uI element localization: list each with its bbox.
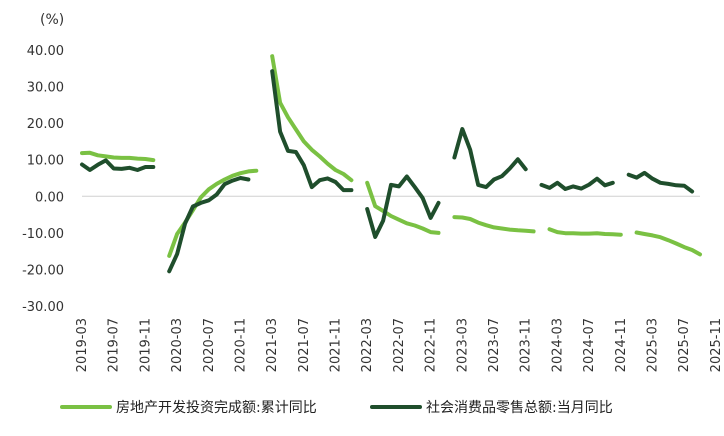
y-axis: 40.00 30.00 20.00 10.00 0.00 -10.00 -20.00 -30.… [22, 44, 64, 315]
x-tick-label: 2024-11 [614, 318, 629, 372]
x-tick-label: 2019-11 [138, 318, 153, 372]
series-layer [80, 54, 702, 274]
y-tick-label: -30.00 [22, 300, 64, 315]
y-tick-label: 30.00 [27, 81, 64, 96]
x-tick-label: 2019-03 [75, 318, 90, 372]
x-tick-label: 2025-03 [645, 318, 660, 372]
x-tick-label: 2023-03 [455, 318, 470, 372]
legend-label-investment: 房地产开发投资完成额:累计同比 [116, 400, 317, 416]
x-tick-label: 2024-07 [582, 318, 597, 372]
x-tick-label: 2022-03 [360, 318, 375, 372]
y-tick-label: 20.00 [27, 117, 64, 132]
x-tick-label: 2023-07 [487, 318, 502, 372]
legend: 房地产开发投资完成额:累计同比 社会消费品零售总额:当月同比 [60, 400, 613, 416]
x-tick-label: 2022-11 [424, 318, 439, 372]
x-tick-label: 2020-07 [202, 318, 217, 372]
x-tick-label: 2022-07 [392, 318, 407, 372]
y-tick-label: 40.00 [27, 44, 64, 59]
y-tick-label: -10.00 [22, 227, 64, 242]
legend-label-retail-sales: 社会消费品零售总额:当月同比 [426, 400, 613, 416]
x-tick-label: 2025-11 [709, 318, 724, 372]
series-line-retail-sales [80, 69, 695, 274]
x-tick-label: 2025-07 [677, 318, 692, 372]
series-line-investment [80, 54, 702, 258]
x-tick-label: 2021-03 [265, 318, 280, 372]
y-unit-label: (%) [40, 12, 64, 28]
x-tick-label: 2020-03 [170, 318, 185, 372]
y-tick-label: -20.00 [22, 263, 64, 278]
x-tick-label: 2020-11 [233, 318, 248, 372]
x-tick-label: 2021-07 [297, 318, 312, 372]
x-tick-label: 2019-07 [107, 318, 122, 372]
y-tick-label: 0.00 [35, 190, 64, 205]
y-tick-label: 10.00 [27, 154, 64, 169]
x-tick-label: 2021-11 [329, 318, 344, 372]
x-axis: 2019-03 2019-07 2019-11 2020-03 2020-07 2020-… [75, 318, 724, 372]
x-tick-label: 2023-11 [519, 318, 534, 372]
x-tick-label: 2024-03 [550, 318, 565, 372]
